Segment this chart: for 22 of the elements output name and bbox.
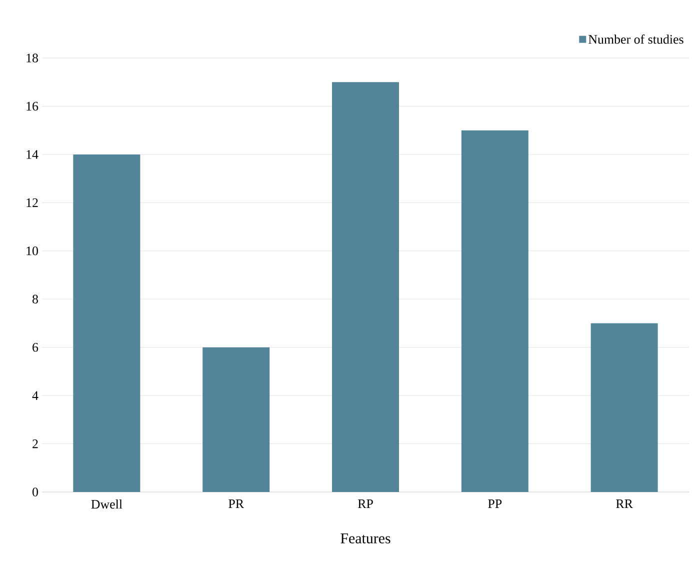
bar <box>202 347 270 492</box>
bar <box>73 154 140 492</box>
y-tick-label: 2 <box>32 439 38 448</box>
x-axis-title: Features <box>340 533 390 544</box>
y-tick-label: 10 <box>26 246 38 256</box>
bar <box>590 323 658 492</box>
x-tick-label: PR <box>228 500 244 508</box>
x-tick-label: RP <box>358 500 373 508</box>
y-tick-label: 14 <box>26 150 38 159</box>
y-tick-label: 0 <box>32 488 38 496</box>
x-tick-label: RR <box>616 500 633 508</box>
y-tick-label: 12 <box>26 198 38 207</box>
y-tick-label: 16 <box>26 102 38 111</box>
bar <box>461 130 528 492</box>
y-tick-label: 8 <box>32 294 38 304</box>
legend-label: Number of studies <box>588 34 684 44</box>
bar <box>332 82 400 492</box>
y-tick-label: 18 <box>26 54 38 62</box>
y-tick-label: 4 <box>32 391 38 400</box>
x-tick-label: Dwell <box>91 500 122 509</box>
y-tick-label: 6 <box>32 342 38 352</box>
x-tick-label: PP <box>488 500 502 508</box>
